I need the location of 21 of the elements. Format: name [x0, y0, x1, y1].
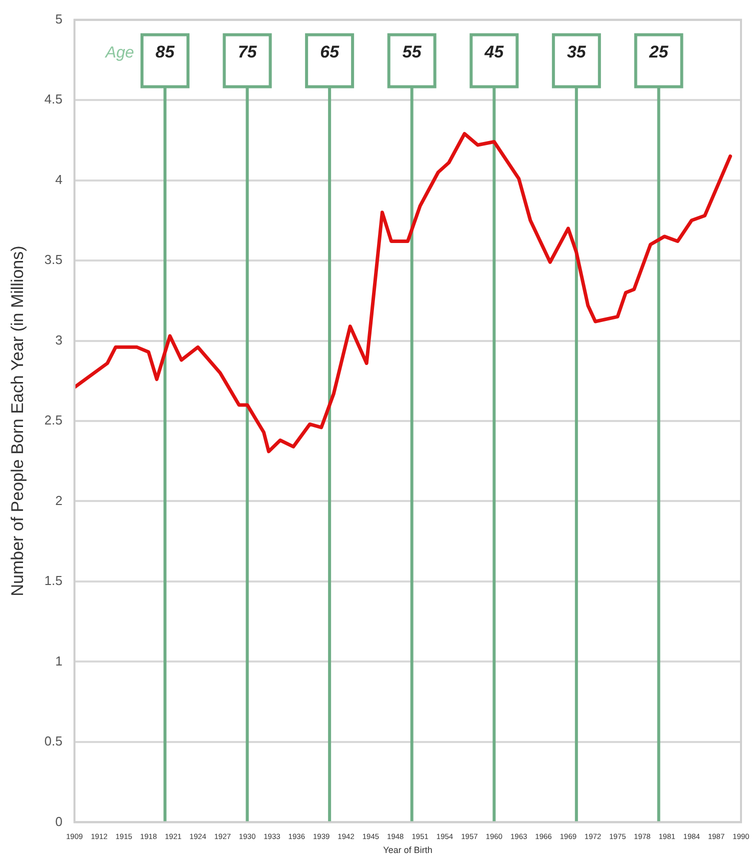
y-tick-label: 4	[55, 172, 62, 187]
y-tick-label: 3.5	[44, 252, 62, 268]
annotation: 75	[238, 42, 258, 62]
x-axis-title: Year of Birth	[383, 845, 432, 856]
y-tick-label: 3	[55, 332, 62, 348]
y-tick-label: 0.5	[44, 734, 62, 749]
annotation: 25	[648, 42, 669, 62]
annotation: 65	[320, 42, 340, 62]
y-tick-label: 1.5	[44, 573, 62, 588]
annotation: 55	[402, 42, 422, 62]
annotation: 45	[484, 42, 504, 62]
y-axis-title: Number of People Born Each Year (in Millions)	[8, 246, 27, 596]
annotation: Age	[104, 44, 134, 62]
y-tick-label: 0	[55, 814, 62, 829]
y-tick-label: 5	[55, 11, 62, 26]
y-tick-label: 2	[55, 492, 62, 508]
y-tick-label: 2.5	[44, 412, 62, 428]
y-tick-label: 4.5	[44, 92, 62, 107]
annotation: 35	[566, 42, 586, 62]
annotation: 85	[156, 42, 175, 62]
y-tick-label: 1	[55, 653, 62, 668]
